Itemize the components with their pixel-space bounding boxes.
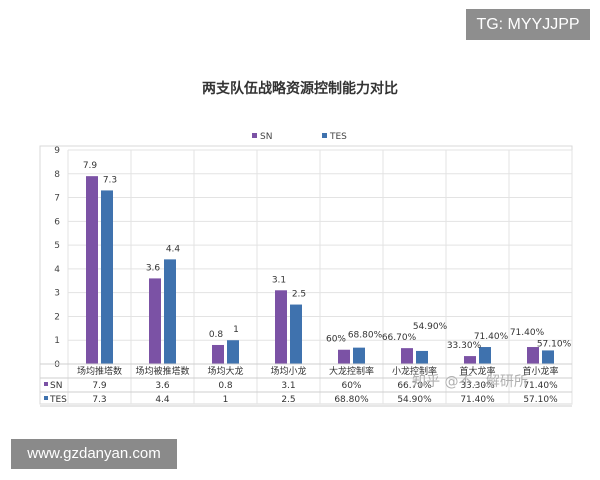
data-label-tes-0: 7.3: [103, 175, 117, 185]
legend-swatch-sn: [252, 133, 257, 138]
table-series-label-sn: SN: [50, 381, 62, 391]
category-label-2: 场均大龙: [207, 365, 243, 377]
bar-sn-6: [464, 356, 476, 364]
bar-sn-7: [527, 347, 539, 364]
bar-tes-4: [353, 347, 365, 364]
category-label-0: 场均推塔数: [77, 365, 122, 377]
table-swatch-sn: [44, 382, 48, 386]
y-tick-label: 5: [54, 241, 60, 251]
table-cell-tes-5: 54.90%: [397, 395, 432, 405]
bar-tes-7: [542, 350, 554, 364]
bar-sn-5: [401, 348, 413, 364]
bar-sn-4: [338, 349, 350, 364]
y-tick-label: 3: [54, 289, 60, 299]
table-cell-sn-4: 60%: [341, 381, 361, 391]
table-cell-sn-3: 3.1: [281, 381, 295, 391]
table-cell-tes-1: 4.4: [155, 395, 170, 405]
table-series-label-tes: TES: [49, 395, 67, 405]
data-label-sn-3: 3.1: [272, 275, 286, 285]
chart-frame: [39, 145, 573, 405]
data-label-tes-2: 1: [233, 325, 239, 335]
bar-sn-2: [212, 344, 224, 364]
table-cell-tes-0: 7.3: [92, 395, 106, 405]
website-badge: www.gzdanyan.com: [11, 439, 177, 469]
legend: SN TES: [252, 132, 347, 142]
data-label-tes-6: 71.40%: [474, 332, 509, 342]
table-cell-tes-6: 71.40%: [460, 395, 495, 405]
table-cell-tes-3: 2.5: [281, 395, 295, 405]
bar-sn-1: [149, 278, 161, 364]
data-label-sn-4: 60%: [326, 335, 346, 345]
zhihu-watermark: 知乎 @不...解研所: [412, 373, 528, 390]
chart-title: 两支队伍战略资源控制能力对比: [202, 80, 398, 97]
y-axis-ticks: 0 1 2 3 4 5 6 7 8 9: [54, 146, 60, 370]
legend-label-tes: TES: [329, 132, 347, 142]
table-cell-tes-4: 68.80%: [334, 395, 369, 405]
legend-swatch-tes: [322, 133, 327, 138]
bar-tes-5: [416, 350, 428, 364]
y-tick-label: 2: [54, 312, 60, 322]
bars: [86, 176, 554, 364]
y-tick-label: 6: [54, 217, 60, 227]
table-cell-sn-7: 71.40%: [523, 381, 558, 391]
table-cell-tes-7: 57.10%: [523, 395, 558, 405]
bar-tes-3: [290, 304, 302, 364]
data-labels: 7.9 7.3 3.6 4.4 0.8 1 3.1 2.5 60% 68.80% 66.70%54.…: [83, 161, 572, 351]
bar-tes-0: [101, 190, 113, 364]
legend-label-sn: SN: [260, 132, 272, 142]
data-label-tes-4: 68.80%: [348, 331, 383, 341]
data-label-sn-7: 71.40%: [510, 328, 545, 338]
data-label-sn-5: 66.70%: [382, 333, 417, 343]
table-cell-sn-5: 66.70%: [397, 381, 432, 391]
category-label-1: 场均被推塔数: [135, 365, 189, 377]
table-cell-sn-1: 3.6: [155, 381, 170, 391]
y-tick-label: 1: [54, 336, 60, 346]
data-label-sn-6: 33.30%: [447, 341, 482, 351]
table-cell-tes-2: 1: [223, 395, 229, 405]
data-label-sn-1: 3.6: [146, 263, 161, 273]
category-label-3: 场均小龙: [270, 365, 306, 377]
category-label-5: 小龙控制率: [392, 365, 437, 377]
tg-watermark-badge: TG: MYYJJPP: [466, 9, 590, 40]
y-tick-label: 4: [54, 265, 60, 275]
category-label-4: 大龙控制率: [329, 365, 374, 377]
category-label-6: 首大龙率: [459, 365, 495, 377]
y-tick-label: 8: [54, 170, 60, 180]
bar-sn-3: [275, 290, 287, 364]
data-label-tes-1: 4.4: [166, 244, 181, 254]
table-cell-sn-0: 7.9: [92, 381, 107, 391]
table-swatch-tes: [44, 396, 48, 400]
y-tick-label: 9: [54, 146, 60, 156]
bar-tes-2: [227, 340, 239, 364]
bar-tes-6: [479, 347, 491, 364]
table-cell-sn-2: 0.8: [218, 381, 233, 391]
data-label-tes-5: 54.90%: [413, 322, 448, 332]
category-label-7: 首小龙率: [522, 365, 558, 377]
bar-sn-0: [86, 176, 98, 364]
gridlines: [39, 145, 573, 405]
data-label-sn-2: 0.8: [209, 330, 224, 340]
data-table: 场均推塔数 场均被推塔数 场均大龙 场均小龙 大龙控制率 小龙控制率 首大龙率 首小龙率 SN 7…: [40, 363, 572, 407]
data-label-tes-3: 2.5: [292, 290, 306, 300]
y-tick-label: 0: [54, 360, 60, 370]
data-label-tes-7: 57.10%: [537, 339, 572, 349]
table-cell-sn-6: 33.30%: [460, 381, 495, 391]
y-tick-label: 7: [54, 194, 60, 204]
bar-tes-1: [164, 259, 176, 364]
data-label-sn-0: 7.9: [83, 161, 98, 171]
